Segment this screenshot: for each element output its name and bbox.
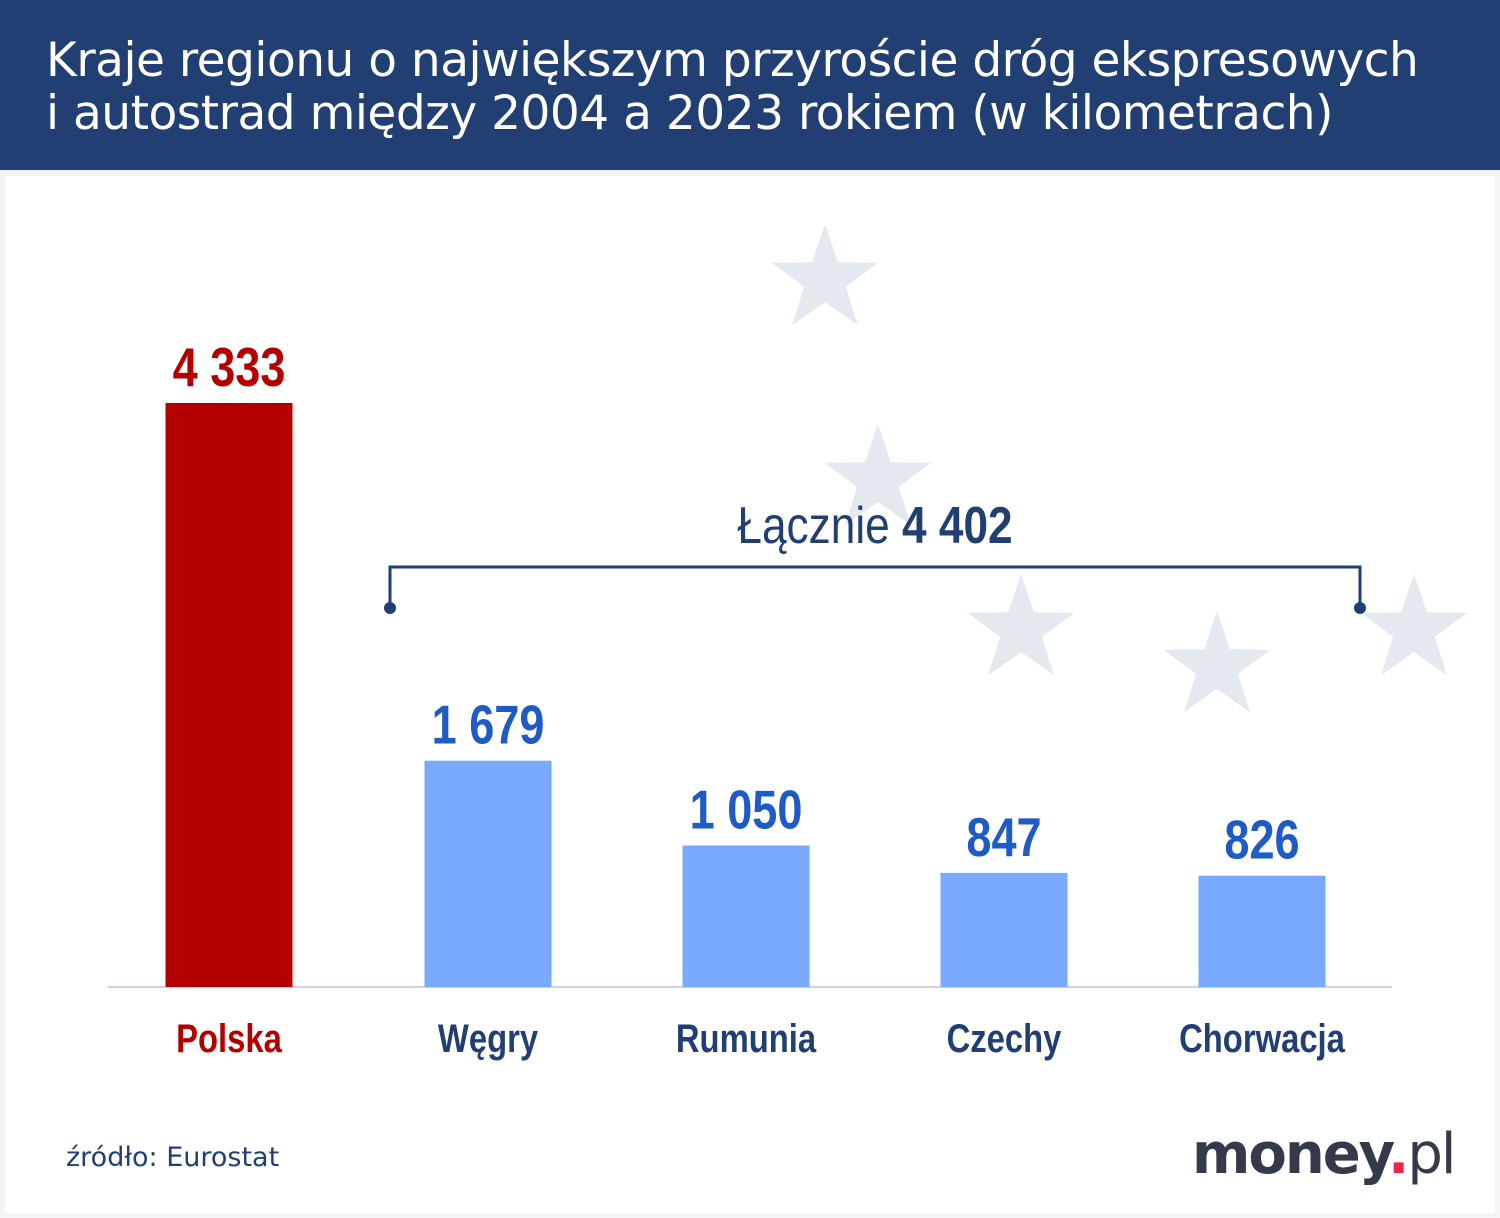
star-icon	[967, 574, 1075, 676]
bracket-dot	[1354, 602, 1366, 614]
category-label: Polska	[176, 1016, 282, 1061]
header-banner: Kraje regionu o największym przyroście d…	[0, 0, 1500, 170]
bar-polska	[165, 403, 293, 987]
value-label: 826	[1224, 808, 1299, 870]
value-label: 4 333	[173, 336, 286, 398]
bar-chorwacja	[1198, 875, 1326, 987]
total-annotation: Łącznie 4 402	[737, 497, 1012, 555]
bracket-dot	[384, 602, 396, 614]
total-bracket	[388, 565, 1362, 608]
title-line-1: Kraje regionu o największym przyroście d…	[46, 33, 1419, 88]
category-label: Węgry	[438, 1016, 539, 1061]
title-line-2: i autostrad między 2004 a 2023 rokiem (w…	[46, 86, 1333, 141]
category-label: Czechy	[947, 1016, 1062, 1061]
star-icon	[771, 224, 879, 326]
source-note: źródło: Eurostat	[66, 1142, 280, 1173]
bar-czechy	[940, 872, 1068, 987]
bar-rumunia	[682, 845, 810, 987]
star-icon	[1360, 574, 1468, 676]
star-icon	[1163, 611, 1271, 713]
star-icon	[824, 424, 932, 526]
bar-węgry	[424, 760, 552, 987]
value-label: 847	[966, 806, 1041, 868]
category-label: Rumunia	[676, 1016, 817, 1061]
value-label: 1 679	[432, 693, 545, 755]
value-label: 1 050	[690, 778, 803, 840]
category-label: Chorwacja	[1179, 1016, 1345, 1061]
chart-title: Kraje regionu o największym przyroście d…	[46, 33, 1419, 141]
money-pl-logo: money.pl	[1192, 1122, 1456, 1187]
